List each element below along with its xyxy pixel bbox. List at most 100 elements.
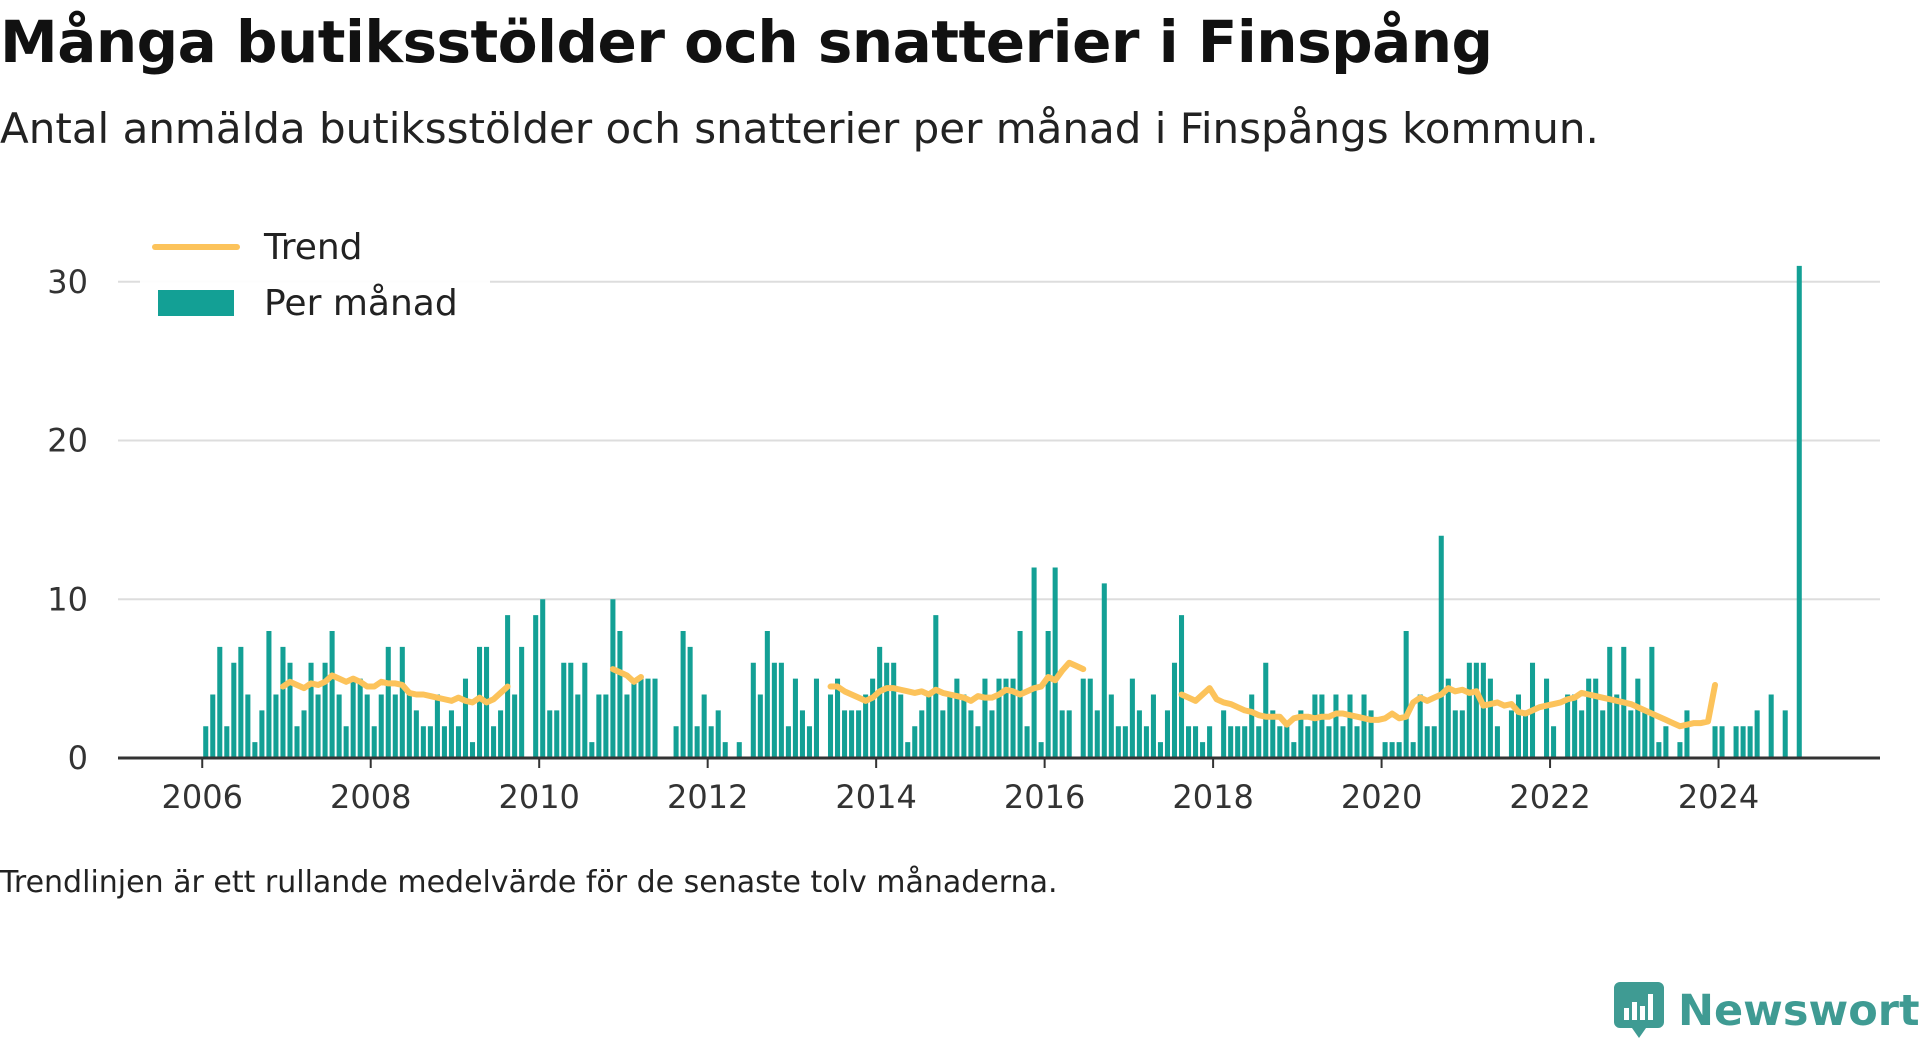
bar [1122, 726, 1128, 758]
trend-line [609, 666, 644, 685]
bar [603, 694, 609, 758]
bar [287, 662, 293, 758]
bar [568, 662, 574, 758]
bar [849, 710, 855, 759]
bar [1768, 694, 1774, 758]
bar [722, 742, 728, 759]
bar [399, 646, 405, 759]
bar [245, 694, 251, 758]
bar [1424, 726, 1430, 758]
bar [1466, 662, 1472, 758]
x-tick-label: 2024 [1678, 778, 1759, 816]
trend-line [827, 659, 1087, 704]
bar [1740, 726, 1746, 758]
legend: Trend Per månad [140, 222, 490, 332]
bar [954, 678, 960, 759]
bar [1242, 726, 1248, 758]
chart-caption: Trendlinjen är ett rullande medelvärde f… [0, 865, 1058, 900]
bar [1333, 694, 1339, 758]
bar [547, 710, 553, 759]
x-tick-label: 2006 [162, 778, 243, 816]
bar [350, 678, 356, 759]
bar [792, 678, 798, 759]
bar [462, 678, 469, 759]
bar [694, 726, 700, 758]
bar [1326, 726, 1332, 758]
legend-bars-swatch [158, 290, 234, 316]
bar [1403, 631, 1409, 758]
bar [799, 710, 805, 759]
bar [1642, 710, 1648, 759]
bar [561, 662, 567, 758]
bar [301, 710, 307, 759]
bar [1782, 710, 1788, 759]
bar [252, 742, 258, 759]
bar [764, 631, 770, 758]
bar [1684, 710, 1690, 759]
bar [1572, 694, 1578, 758]
bar [631, 678, 637, 759]
bar [1586, 678, 1592, 759]
bar [778, 662, 784, 758]
bar [329, 631, 335, 758]
x-tick-label: 2022 [1509, 778, 1590, 816]
bar [835, 678, 841, 759]
bar [1164, 710, 1170, 759]
bar [1480, 662, 1486, 758]
bar [1747, 726, 1753, 758]
bar [1382, 742, 1388, 759]
bar [477, 646, 483, 759]
bar [259, 710, 265, 759]
bar [1010, 678, 1016, 759]
bar [645, 678, 651, 759]
bar [1719, 726, 1725, 758]
bar [1080, 678, 1086, 759]
chart-subtitle: Antal anmälda butiksstölder och snatteri… [0, 104, 1599, 153]
bar [1298, 710, 1304, 759]
legend-bars-label: Per månad [264, 283, 458, 324]
bar [1312, 694, 1318, 758]
bar [582, 662, 588, 758]
bar [1094, 710, 1100, 759]
bar [533, 615, 539, 759]
bar [940, 710, 946, 759]
bar [785, 726, 791, 758]
bar [1551, 726, 1557, 758]
bar [912, 726, 918, 758]
bar [498, 710, 504, 759]
y-tick-label: 10 [47, 580, 88, 618]
bar [1347, 694, 1353, 758]
bar [371, 726, 377, 758]
chart-title: Många butiksstölder och snatterier i Fin… [0, 8, 1493, 76]
bar [1445, 678, 1451, 759]
bar [1628, 710, 1634, 759]
bar [736, 742, 742, 759]
bar [708, 726, 714, 758]
bar [750, 662, 756, 758]
bar [1207, 726, 1213, 758]
bar [1284, 726, 1290, 758]
y-tick-label: 0 [68, 739, 88, 777]
bar [1593, 678, 1599, 759]
y-tick-label: 30 [47, 263, 88, 301]
bar [1186, 726, 1192, 758]
bar [210, 694, 216, 758]
bar [491, 726, 497, 758]
bar [1340, 726, 1346, 758]
bar [420, 726, 426, 758]
trend-line [279, 672, 511, 706]
bar [448, 710, 454, 759]
legend-trend-label: Trend [263, 227, 363, 268]
bar [203, 726, 209, 758]
brand-logo: Newsworthy [1614, 982, 1920, 1040]
bar [413, 710, 419, 759]
bar [1291, 742, 1297, 759]
bar [1129, 678, 1135, 759]
bar [610, 599, 616, 758]
bar [238, 646, 244, 759]
bar [757, 694, 763, 758]
bar [512, 694, 518, 758]
bar [1178, 615, 1185, 759]
bar [1607, 646, 1613, 759]
bar [1431, 726, 1437, 758]
